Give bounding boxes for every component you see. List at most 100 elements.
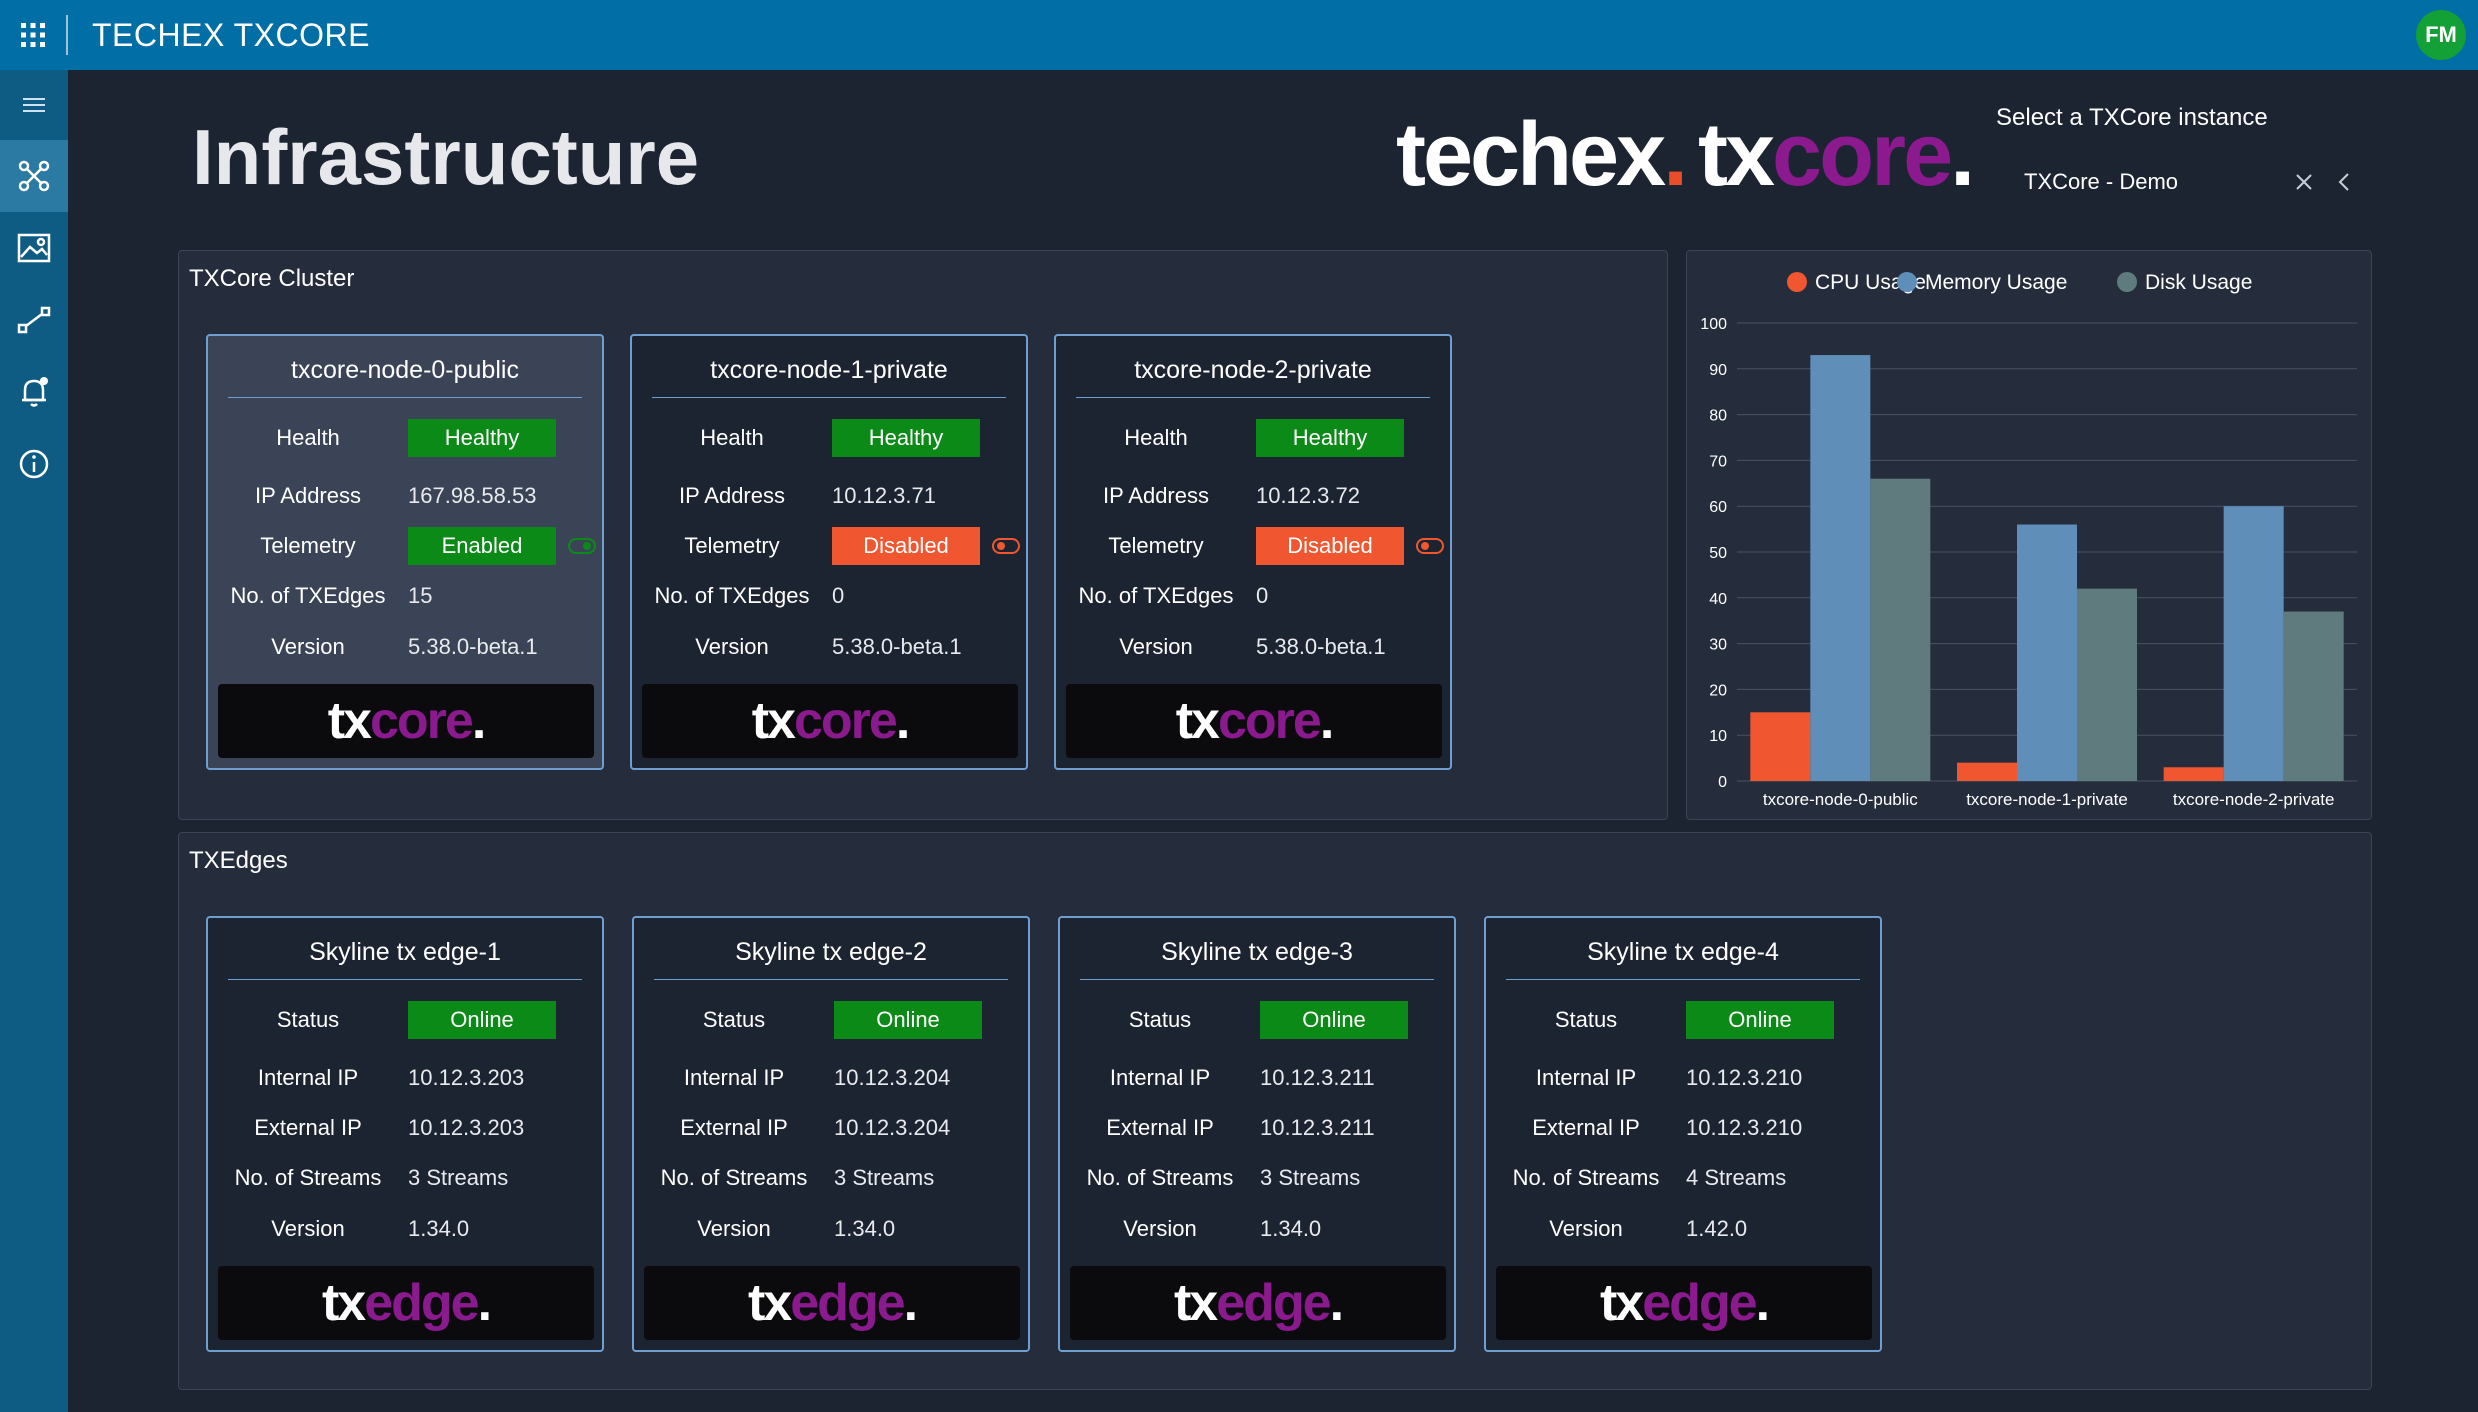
sidebar xyxy=(0,70,68,1412)
telemetry-badge: Enabled xyxy=(408,527,556,565)
external-ip-label: External IP xyxy=(1106,1115,1214,1140)
bar xyxy=(1870,478,1931,781)
bar xyxy=(1957,762,2017,781)
internal-ip-label: Internal IP xyxy=(683,1065,785,1090)
txedge-logo: tx edge. xyxy=(1070,1266,1446,1340)
external-ip-value: 10.12.3.210 xyxy=(1686,1115,1803,1140)
image-icon[interactable] xyxy=(0,212,68,284)
edge-name: Skyline tx edge-4 xyxy=(1506,938,1860,980)
telemetry-toggle[interactable] xyxy=(992,538,1020,554)
streams-value: 3 Streams xyxy=(1260,1165,1361,1190)
telemetry-toggle[interactable] xyxy=(1416,538,1444,554)
version-value: 1.34.0 xyxy=(834,1216,896,1241)
y-tick-label: 40 xyxy=(1709,591,1727,608)
health-label: Health xyxy=(1124,425,1188,450)
y-tick-label: 90 xyxy=(1709,362,1727,379)
node-card[interactable]: txcore-node-2-private Health Healthy IP A… xyxy=(1054,334,1452,770)
x-tick-label: txcore-node-2-private xyxy=(2173,790,2335,809)
version-value: 5.38.0-beta.1 xyxy=(832,634,962,659)
telemetry-toggle[interactable] xyxy=(568,538,596,554)
bar xyxy=(2077,588,2137,781)
ip-value: 167.98.58.53 xyxy=(408,483,537,508)
version-value: 1.34.0 xyxy=(408,1216,470,1241)
health-badge: Healthy xyxy=(1256,419,1404,457)
y-tick-label: 10 xyxy=(1709,728,1727,745)
version-value: 5.38.0-beta.1 xyxy=(1256,634,1386,659)
edges-label: No. of TXEdges xyxy=(654,583,810,608)
internal-ip-label: Internal IP xyxy=(257,1065,359,1090)
node-card[interactable]: txcore-node-1-private Health Healthy IP A… xyxy=(630,334,1028,770)
y-tick-label: 100 xyxy=(1700,316,1727,333)
internal-ip-label: Internal IP xyxy=(1535,1065,1637,1090)
title-divider xyxy=(66,15,68,55)
version-label: Version xyxy=(1549,1216,1623,1241)
streams-label: No. of Streams xyxy=(1512,1165,1660,1190)
external-ip-label: External IP xyxy=(680,1115,788,1140)
txcore-logo: txcore. xyxy=(1698,105,1975,205)
streams-value: 3 Streams xyxy=(834,1165,935,1190)
version-label: Version xyxy=(271,1216,345,1241)
external-ip-value: 10.12.3.203 xyxy=(408,1115,525,1140)
version-value: 5.38.0-beta.1 xyxy=(408,634,538,659)
edges-value: 15 xyxy=(408,583,433,608)
bar xyxy=(2223,506,2284,781)
external-ip-label: External IP xyxy=(1532,1115,1640,1140)
instance-select[interactable]: TXCore - Demo xyxy=(2004,156,2364,208)
txcore-cluster-panel: TXCore Cluster txcore-node-0-public Heal… xyxy=(178,250,1668,820)
internal-ip-label: Internal IP xyxy=(1109,1065,1211,1090)
node-name: txcore-node-0-public xyxy=(228,356,582,398)
telemetry-label: Telemetry xyxy=(260,533,356,558)
streams-label: No. of Streams xyxy=(660,1165,808,1190)
resource-usage-chart: 0 10 20 30 40 50 60 70 80 90 100 txcore-node-0-publ… xyxy=(1700,271,2357,809)
ip-label: IP Address xyxy=(255,483,361,508)
txedges-panel: TXEdges Skyline tx edge-1 Status Online I… xyxy=(178,832,2372,1390)
y-tick-label: 30 xyxy=(1709,637,1727,654)
edge-card[interactable]: Skyline tx edge-1 Status Online Internal … xyxy=(206,916,604,1352)
instance-select-value[interactable]: TXCore - Demo xyxy=(2024,169,2179,194)
x-tick-label: txcore-node-0-public xyxy=(1763,790,1918,809)
resource-usage-chart-panel: 0 10 20 30 40 50 60 70 80 90 100 txcore-node-0-publ… xyxy=(1686,250,2372,820)
info-icon[interactable] xyxy=(0,428,68,500)
node-name: txcore-node-1-private xyxy=(652,356,1006,398)
status-badge: Online xyxy=(1260,1001,1408,1039)
panel-title: TXEdges xyxy=(189,847,288,874)
legend-label: Disk Usage xyxy=(2145,271,2252,294)
edge-card[interactable]: Skyline tx edge-4 Status Online Internal … xyxy=(1484,916,1882,1352)
legend-marker xyxy=(1897,272,1917,292)
version-label: Version xyxy=(1119,634,1193,659)
health-badge: Healthy xyxy=(832,419,980,457)
chevron-left-icon[interactable] xyxy=(2324,162,2364,202)
status-badge: Online xyxy=(834,1001,982,1039)
node-name: txcore-node-2-private xyxy=(1076,356,1430,398)
internal-ip-value: 10.12.3.210 xyxy=(1686,1065,1803,1090)
external-ip-value: 10.12.3.204 xyxy=(834,1115,951,1140)
legend-label: Memory Usage xyxy=(1925,271,2067,294)
alarm-icon[interactable] xyxy=(0,356,68,428)
routes-icon[interactable] xyxy=(0,284,68,356)
y-tick-label: 70 xyxy=(1709,453,1727,470)
top-bar: TECHEX TXCORE FM xyxy=(0,0,2478,70)
streams-label: No. of Streams xyxy=(1086,1165,1234,1190)
internal-ip-value: 10.12.3.203 xyxy=(408,1065,525,1090)
clear-icon[interactable] xyxy=(2284,162,2324,202)
app-title: TECHEX TXCORE xyxy=(92,16,370,53)
telemetry-badge: Disabled xyxy=(832,527,980,565)
edge-card[interactable]: Skyline tx edge-2 Status Online Internal … xyxy=(632,916,1030,1352)
legend-marker xyxy=(2117,272,2137,292)
bar xyxy=(2017,524,2077,781)
apps-grid-icon[interactable] xyxy=(0,0,66,70)
menu-icon[interactable] xyxy=(0,70,68,140)
infrastructure-icon[interactable] xyxy=(0,140,68,212)
edge-card[interactable]: Skyline tx edge-3 Status Online Internal … xyxy=(1058,916,1456,1352)
ip-value: 10.12.3.71 xyxy=(832,483,936,508)
ip-value: 10.12.3.72 xyxy=(1256,483,1360,508)
external-ip-value: 10.12.3.211 xyxy=(1260,1115,1375,1140)
node-card[interactable]: txcore-node-0-public Health Healthy IP Ad… xyxy=(206,334,604,770)
y-tick-label: 60 xyxy=(1709,499,1727,516)
user-avatar[interactable]: FM xyxy=(2416,10,2466,60)
bar xyxy=(1810,355,1871,781)
panel-title: TXCore Cluster xyxy=(189,265,355,292)
status-badge: Online xyxy=(1686,1001,1834,1039)
